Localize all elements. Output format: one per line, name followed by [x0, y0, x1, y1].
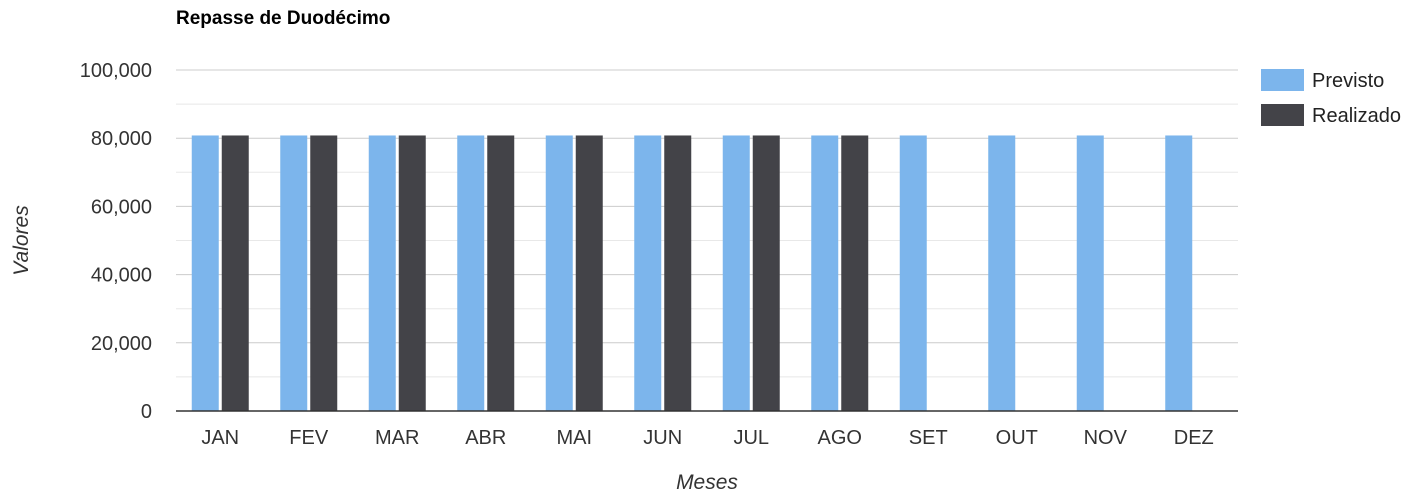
gridlines: [176, 69, 1238, 378]
y-axis-title: Valores: [10, 205, 33, 276]
x-tick-label: MAR: [375, 427, 419, 449]
y-tick-label: 40,000: [91, 265, 152, 287]
bar-previsto-out[interactable]: [988, 135, 1016, 412]
x-axis-ticks: JAN FEV MAR ABR MAI JUN JUL AGO SET OUT NOV DEZ: [201, 427, 1213, 449]
bar-realizado-mar[interactable]: [398, 135, 426, 412]
x-tick-label: ABR: [465, 427, 506, 449]
legend-label-previsto: Previsto: [1312, 70, 1384, 92]
bar-previsto-mai[interactable]: [545, 135, 573, 412]
legend-swatch-realizado: [1261, 104, 1304, 126]
bar-realizado-ago[interactable]: [841, 135, 869, 412]
x-tick-label: AGO: [818, 427, 862, 449]
bar-previsto-jun[interactable]: [634, 135, 662, 412]
x-tick-label: JUL: [733, 427, 769, 449]
x-tick-label: DEZ: [1174, 427, 1214, 449]
bar-previsto-ago[interactable]: [811, 135, 839, 412]
y-tick-label: 80,000: [91, 128, 152, 150]
bars: [191, 135, 1193, 412]
bar-realizado-jun[interactable]: [664, 135, 692, 412]
legend-label-realizado: Realizado: [1312, 105, 1401, 127]
bar-previsto-nov[interactable]: [1076, 135, 1104, 412]
legend-swatch-previsto: [1261, 69, 1304, 91]
x-tick-label: JUN: [643, 427, 682, 449]
bar-previsto-mar[interactable]: [368, 135, 396, 412]
bar-previsto-set[interactable]: [899, 135, 927, 412]
bar-previsto-jan[interactable]: [191, 135, 219, 412]
bar-previsto-abr[interactable]: [457, 135, 485, 412]
x-tick-label: OUT: [996, 427, 1038, 449]
x-tick-label: JAN: [201, 427, 239, 449]
y-tick-label: 60,000: [91, 196, 152, 218]
bar-previsto-dez[interactable]: [1165, 135, 1193, 412]
bar-realizado-jan[interactable]: [221, 135, 249, 412]
x-axis-title: Meses: [676, 471, 738, 492]
chart-title: Repasse de Duodécimo: [176, 8, 391, 29]
bar-previsto-fev[interactable]: [280, 135, 308, 412]
bar-realizado-jul[interactable]: [752, 135, 780, 412]
bar-realizado-fev[interactable]: [310, 135, 338, 412]
bar-previsto-jul[interactable]: [722, 135, 750, 412]
y-tick-label: 100,000: [80, 60, 152, 82]
x-tick-label: FEV: [289, 427, 329, 449]
legend: Previsto Realizado: [1261, 69, 1401, 127]
y-tick-label: 20,000: [91, 333, 152, 355]
y-tick-label: 0: [141, 401, 152, 423]
x-tick-label: MAI: [556, 427, 592, 449]
x-tick-label: SET: [909, 427, 948, 449]
bar-realizado-mai[interactable]: [575, 135, 603, 412]
bar-realizado-abr[interactable]: [487, 135, 515, 412]
y-axis-ticks: 0 20,000 40,000 60,000 80,000 100,000: [80, 60, 152, 423]
x-tick-label: NOV: [1084, 427, 1128, 449]
